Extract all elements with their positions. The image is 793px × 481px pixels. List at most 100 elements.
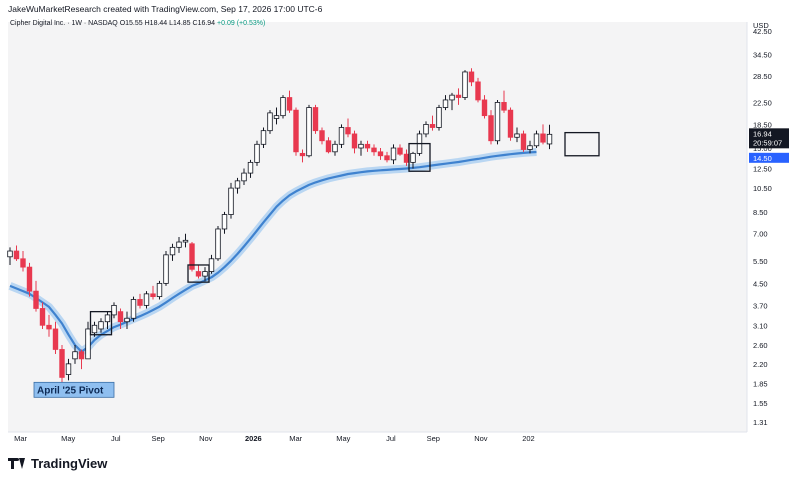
candle: [117, 308, 124, 329]
candle: [475, 77, 481, 103]
candle-body-up: [332, 143, 338, 153]
candle-body-up: [273, 115, 280, 119]
candle-body-down: [52, 328, 59, 350]
candle-body-up: [254, 143, 260, 163]
candle: [273, 107, 280, 125]
candle-body-down: [286, 97, 293, 111]
candle: [286, 90, 293, 113]
candle-body-up: [533, 133, 540, 147]
candle: [364, 140, 371, 152]
time-tick-label: Jul: [111, 434, 121, 443]
candle: [455, 88, 462, 105]
candle-body-down: [293, 109, 299, 153]
price-tick-label: 22.50: [753, 98, 772, 107]
candle: [325, 137, 332, 154]
candle-body-up: [169, 246, 176, 256]
candle: [182, 233, 189, 248]
candle: [20, 251, 26, 272]
time-tick-label: Sep: [427, 434, 440, 443]
candle-body-up: [111, 304, 117, 316]
candle-body-down: [13, 250, 20, 260]
candle-body-down: [520, 133, 527, 150]
price-tick-label: 10.50: [753, 184, 772, 193]
ma-value: 14.50: [753, 154, 772, 163]
candle: [111, 302, 117, 319]
candle-body-up: [390, 147, 397, 161]
candle-body-down: [481, 99, 488, 117]
candle: [494, 99, 501, 145]
candle-body-up: [208, 258, 215, 272]
candle-body-up: [410, 152, 416, 163]
candle-body-down: [501, 102, 507, 111]
candle: [390, 144, 397, 165]
candle: [52, 321, 59, 355]
candle: [130, 296, 137, 322]
candle-body-up: [202, 271, 208, 277]
time-tick-label: Sep: [151, 434, 164, 443]
candle: [533, 130, 540, 149]
candle: [371, 144, 377, 156]
candle: [540, 124, 546, 145]
last-price-value: 16.94: [753, 129, 772, 138]
candle-body-up: [215, 228, 221, 260]
candle: [254, 140, 260, 166]
highlight-box: [89, 310, 113, 336]
price-chart[interactable]: Cipher Digital Inc. · 1W · NASDAQ O15.55…: [0, 0, 793, 450]
candle: [33, 280, 39, 312]
candle: [202, 267, 208, 281]
candle-body-up: [280, 97, 286, 117]
candle-body-up: [423, 124, 429, 135]
candle-body-up: [124, 317, 130, 323]
annotation-box: [33, 381, 115, 398]
highlight-box: [187, 264, 210, 283]
candle-body-down: [364, 143, 371, 149]
candle: [156, 280, 163, 300]
candle: [85, 321, 91, 360]
tradingview-footer[interactable]: TradingView: [8, 456, 107, 471]
candle: [176, 236, 182, 253]
candle-body-up: [247, 161, 254, 174]
time-tick-label: 202: [522, 434, 535, 443]
price-tick-label: 3.10: [753, 321, 768, 330]
candle: [332, 140, 338, 156]
candle: [104, 311, 111, 329]
candle-body-up: [546, 133, 553, 145]
time-tick-label: Nov: [199, 434, 213, 443]
candle: [429, 115, 436, 131]
candle: [319, 127, 325, 145]
candle-body-up: [156, 282, 163, 298]
candle-body-up: [338, 127, 345, 145]
candle-body-down: [475, 81, 481, 101]
candle: [546, 124, 553, 150]
candle: [59, 345, 65, 387]
candle-body-down: [312, 107, 319, 132]
candle: [7, 247, 13, 265]
candle-body-up: [85, 328, 91, 360]
price-tick-label: 15.00: [753, 144, 772, 153]
candle-body-down: [325, 140, 332, 153]
candle: [39, 302, 46, 329]
candle: [527, 140, 533, 154]
price-tick-label: 7.00: [753, 230, 768, 239]
candle-body-up: [130, 299, 137, 319]
candle: [163, 251, 169, 286]
candle: [442, 95, 449, 111]
price-tick-label: 3.70: [753, 301, 768, 310]
time-tick-label: May: [336, 434, 350, 443]
candle-body-down: [20, 258, 26, 268]
tradingview-brand: TradingView: [31, 456, 108, 471]
candle: [72, 345, 78, 364]
currency-label: USD: [753, 21, 769, 30]
candle: [26, 262, 33, 297]
candle: [436, 104, 442, 131]
candle-body-down: [429, 124, 436, 128]
time-tick-label: Mar: [14, 434, 27, 443]
candle-body-down: [488, 115, 494, 142]
candle: [280, 95, 286, 119]
candle: [137, 293, 143, 309]
candle-body-up: [234, 180, 241, 189]
time-tick-label: Jul: [386, 434, 396, 443]
candle-body-down: [507, 109, 514, 138]
highlight-box: [564, 131, 600, 157]
price-tick-label: 8.50: [753, 208, 768, 217]
